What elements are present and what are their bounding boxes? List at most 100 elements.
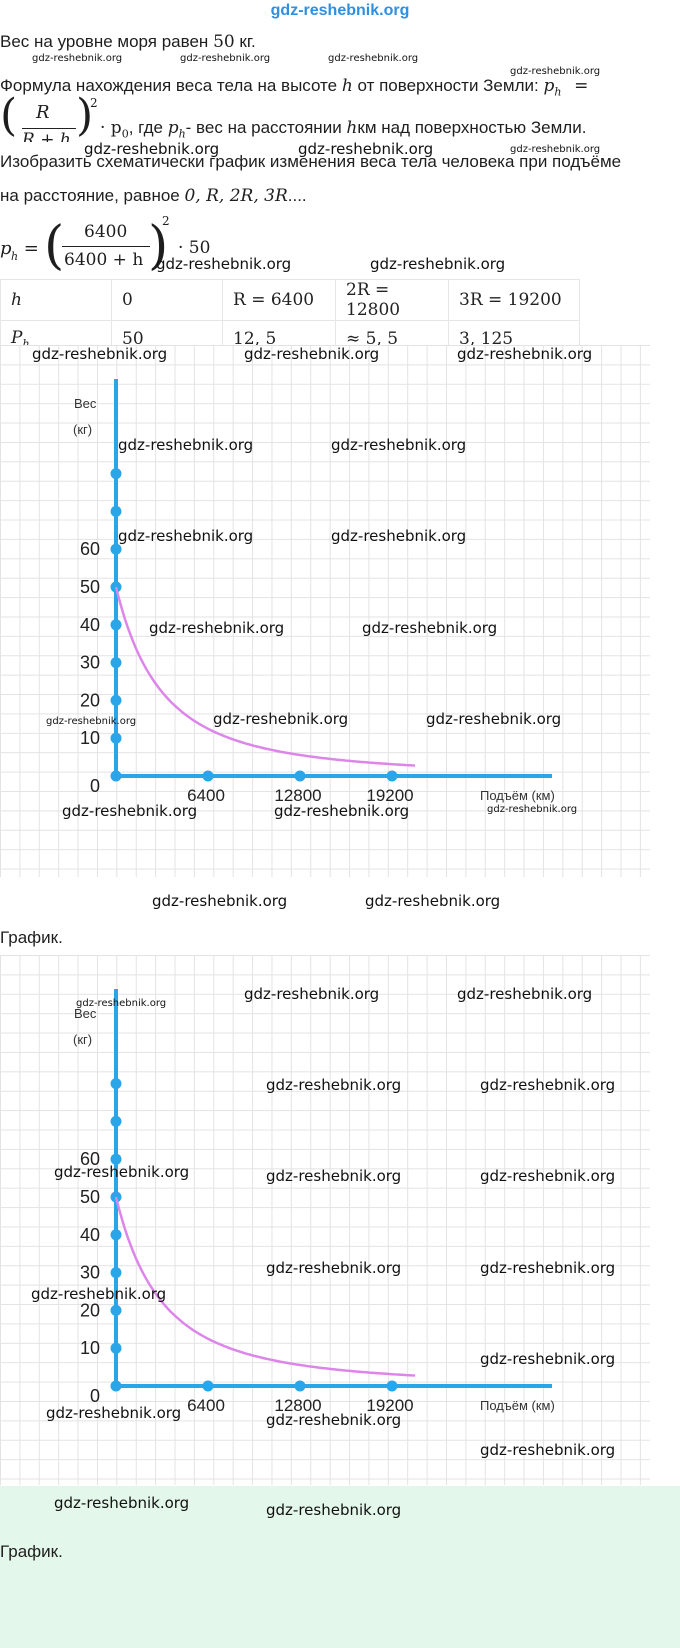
watermark: gdz-reshebnik.org <box>487 804 578 815</box>
text-line-5: на расстояние, равное 0, R, 2R, 3R.... <box>0 186 307 206</box>
watermark: gdz-reshebnik.org <box>62 802 198 820</box>
text-line-1-num: 50 <box>213 32 235 52</box>
y-tick-marker <box>110 1115 122 1127</box>
formula-lhs-sub: h <box>11 250 19 263</box>
y-tick-label: 40 <box>80 615 100 635</box>
x-tick-label: 12800 <box>274 1396 321 1415</box>
x-axis-label: Подъём (км) <box>480 788 555 803</box>
table-cell: 2R = 12800 <box>335 279 449 321</box>
y-axis-label: Вес <box>74 1006 97 1021</box>
watermark: gdz-reshebnik.org <box>480 1441 616 1459</box>
watermark: gdz-reshebnik.org <box>46 1404 182 1422</box>
formula-numerator: 6400 <box>84 222 128 242</box>
y-tick-label: 30 <box>80 653 100 673</box>
y-tick-marker <box>110 1078 122 1090</box>
watermark: gdz-reshebnik.org <box>457 345 593 363</box>
text-line-2-ph: p <box>543 76 555 96</box>
text-line-3-post2: - вес на расстоянии <box>185 118 347 137</box>
watermark: gdz-reshebnik.org <box>331 527 467 545</box>
watermark: gdz-reshebnik.org <box>426 710 562 728</box>
site-title[interactable]: gdz-reshebnik.org <box>270 2 410 19</box>
y-tick-label: 60 <box>80 1149 100 1169</box>
formula-denominator: 6400 + h <box>64 250 144 270</box>
paren-right: ) <box>76 96 94 141</box>
watermark: gdz-reshebnik.org <box>510 66 601 77</box>
x-tick-label: 6400 <box>187 786 225 805</box>
watermark: gdz-reshebnik.org <box>370 255 506 273</box>
y-tick-label: 60 <box>80 539 100 559</box>
x-tick-marker <box>386 770 398 782</box>
x-tick-marker <box>202 770 214 782</box>
y-tick-label: 10 <box>80 728 100 748</box>
origin-label: 0 <box>90 776 100 796</box>
text-line-1-pre: Вес на уровне моря равен <box>0 32 214 51</box>
watermark: gdz-reshebnik.org <box>46 716 137 727</box>
y-axis-unit-label: (кг) <box>73 422 92 437</box>
watermark: gdz-reshebnik.org <box>266 1167 402 1185</box>
text-line-2-ph-sub: h <box>554 85 562 99</box>
text-line-2: Формула нахождения веса тела на высоте h… <box>0 76 588 98</box>
watermark: gdz-reshebnik.org <box>328 53 419 64</box>
y-tick-marker <box>110 1342 122 1354</box>
y-tick-marker <box>110 468 122 480</box>
text-line-5-vals: 0, R, 2R, 3R <box>184 186 288 206</box>
origin-marker <box>110 1380 122 1392</box>
text-line-5-post: .... <box>287 186 307 205</box>
paren-left: ( <box>0 96 18 141</box>
watermark: gdz-reshebnik.org <box>31 1285 167 1303</box>
watermark: gdz-reshebnik.org <box>32 53 123 64</box>
fraction-numerator: R <box>36 102 50 123</box>
formula-tail: · 50 <box>178 238 211 258</box>
x-tick-label: 19200 <box>366 1396 413 1415</box>
watermark: gdz-reshebnik.org <box>362 619 498 637</box>
y-tick-marker <box>110 694 122 706</box>
y-tick-label: 50 <box>80 1187 100 1207</box>
y-tick-marker <box>110 732 122 744</box>
watermark: gdz-reshebnik.org <box>118 527 254 545</box>
formula-paren-right: ) <box>148 216 169 276</box>
y-tick-marker <box>110 657 122 669</box>
watermark: gdz-reshebnik.org <box>180 53 271 64</box>
chart-2: Вес (кг) 10 20 30 40 50 60 0 6400 12800 19200 Подъём… <box>73 989 555 1415</box>
watermark: gdz-reshebnik.org <box>266 1411 402 1429</box>
watermark: gdz-reshebnik.org <box>480 1076 616 1094</box>
exponent: 2 <box>90 96 98 110</box>
fraction-denominator: R + h <box>22 130 71 142</box>
caption-2: График. <box>0 1542 63 1561</box>
text-line-3-dot: · p <box>100 118 122 138</box>
y-tick-marker <box>110 1153 122 1165</box>
origin-marker <box>110 770 122 782</box>
y-tick-label: 40 <box>80 1225 100 1245</box>
watermark: gdz-reshebnik.org <box>480 1259 616 1277</box>
y-tick-label: 10 <box>80 1338 100 1358</box>
watermark: gdz-reshebnik.org <box>457 985 593 1003</box>
y-axis-label: Вес <box>74 396 97 411</box>
watermark: gdz-reshebnik.org <box>365 892 501 910</box>
table-p-sub: h <box>22 337 30 351</box>
watermark: gdz-reshebnik.org <box>76 998 167 1009</box>
text-line-3-h: h <box>346 118 358 138</box>
solution-footer-band <box>0 1486 680 1648</box>
watermark: gdz-reshebnik.org <box>84 140 220 158</box>
y-tick-label: 20 <box>80 1300 100 1320</box>
text-line-5-pre: на расстояние, равное <box>0 186 185 205</box>
x-axis-label: Подъём (км) <box>480 1398 555 1413</box>
text-line-4: Изобразить схематически график изменения… <box>0 152 622 171</box>
text-line-2-eq: = <box>574 76 589 96</box>
fraction-bar <box>22 128 76 129</box>
x-tick-label: 19200 <box>366 786 413 805</box>
y-tick-marker <box>110 543 122 555</box>
chart-1: Вес (кг) 10 20 30 40 50 60 0 6400 12800 19200 Подъём… <box>73 379 555 805</box>
watermark: gdz-reshebnik.org <box>54 1494 190 1512</box>
y-tick-marker <box>110 1304 122 1316</box>
text-line-3: ( R R + h ) 2 · p0, где ph- вес на расст… <box>0 96 680 142</box>
watermark: gdz-reshebnik.org <box>152 892 288 910</box>
x-tick-label: 12800 <box>274 786 321 805</box>
y-tick-marker <box>110 1229 122 1241</box>
formula: p h = ( 6400 6400 + h ) 2 · 50 <box>0 214 260 280</box>
watermark: gdz-reshebnik.org <box>510 144 601 155</box>
text-line-2-mid: от поверхности Земли: <box>352 76 544 95</box>
watermark: gdz-reshebnik.org <box>244 985 380 1003</box>
origin-label: 0 <box>90 1386 100 1406</box>
formula-lhs: p <box>0 238 12 259</box>
